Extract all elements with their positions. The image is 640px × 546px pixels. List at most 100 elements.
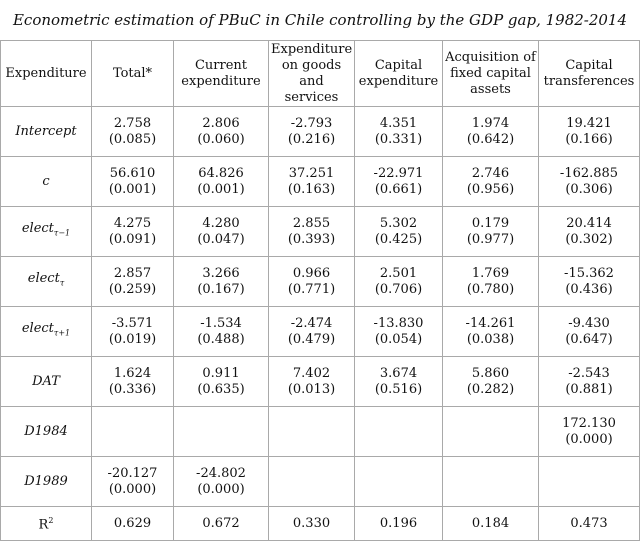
- p-value: (0.166): [565, 131, 613, 147]
- coefficient-value: 4.351: [379, 115, 418, 131]
- table-cell: 19.421 (0.166): [538, 106, 640, 157]
- table-cell: 56.610 (0.001): [91, 156, 174, 207]
- row-label: electτ−1: [0, 206, 92, 257]
- coefficient-value: 5.302: [379, 215, 418, 231]
- table-cell: 2.746 (0.956): [442, 156, 539, 207]
- coefficient-value: -3.571: [111, 315, 154, 331]
- coefficient-value: -22.971: [373, 165, 424, 181]
- p-value: (0.336): [108, 381, 157, 397]
- table-cell: 3.674 (0.516): [354, 356, 443, 407]
- row-label: D1984: [0, 406, 92, 457]
- p-value: (0.425): [374, 231, 423, 247]
- table-row: electτ 2.857 (0.259) 3.266 (0.167) 0.966 (0.77…: [0, 256, 640, 307]
- coefficient-value: 3.674: [379, 365, 418, 381]
- table-cell: [268, 456, 355, 507]
- p-value: (0.635): [197, 381, 245, 397]
- coefficient-value: -13.830: [373, 315, 424, 331]
- table-cell: -9.430 (0.647): [538, 306, 640, 357]
- table-cell: 172.130 (0.000): [538, 406, 640, 457]
- coefficient-value: -1.534: [200, 315, 242, 331]
- table-cell: 37.251 (0.163): [268, 156, 355, 207]
- row-label-text: Intercept: [15, 123, 77, 139]
- table-cell: [442, 456, 539, 507]
- coefficient-value: -15.362: [564, 265, 614, 281]
- coefficient-value: 19.421: [566, 115, 612, 131]
- row-label: electτ+1: [0, 306, 92, 357]
- p-value: (0.516): [374, 381, 423, 397]
- p-value: (0.436): [565, 281, 613, 297]
- r-squared-value: 0.629: [91, 506, 174, 541]
- p-value: (0.060): [197, 131, 245, 147]
- table-cell: -24.802 (0.000): [173, 456, 269, 507]
- coefficient-value: 37.251: [288, 165, 335, 181]
- coefficient-value: -2.474: [290, 315, 333, 331]
- table-row: electτ−1 4.275 (0.091) 4.280 (0.047) 2.855 (0.…: [0, 206, 640, 257]
- table-row: D1984 172.130 (0.000): [0, 406, 640, 457]
- p-value: (0.001): [108, 181, 157, 197]
- coefficient-value: -162.885: [559, 165, 619, 181]
- p-value: (0.216): [287, 131, 336, 147]
- coefficient-value: 2.857: [113, 265, 152, 281]
- coefficient-value: 0.966: [292, 265, 331, 281]
- coefficient-value: 2.746: [471, 165, 510, 181]
- p-value: (0.038): [466, 331, 515, 347]
- table-cell: 4.351 (0.331): [354, 106, 443, 157]
- p-value: (0.259): [108, 281, 157, 297]
- coefficient-value: 0.911: [202, 365, 240, 381]
- p-value: (0.019): [108, 331, 157, 347]
- table-cell: [173, 406, 269, 457]
- table-row: DAT 1.624 (0.336) 0.911 (0.635) 7.402 (0.013) 3…: [0, 356, 640, 407]
- table-cell: -20.127 (0.000): [91, 456, 174, 507]
- r-squared-value: 0.184: [442, 506, 539, 541]
- row-label-text: c: [42, 173, 50, 189]
- p-value: (0.302): [565, 231, 613, 247]
- row-label: D1989: [0, 456, 92, 507]
- p-value: (0.001): [197, 181, 245, 197]
- p-value: (0.780): [466, 281, 515, 297]
- table-cell: 1.974 (0.642): [442, 106, 539, 157]
- row-label-text: D1984: [24, 423, 68, 439]
- p-value: (0.306): [565, 181, 613, 197]
- p-value: (0.393): [287, 231, 336, 247]
- r-squared-value: 0.196: [354, 506, 443, 541]
- p-value: (0.054): [374, 331, 423, 347]
- p-value: (0.642): [466, 131, 515, 147]
- header-row: Expenditure Total* Current expenditure E…: [0, 40, 640, 107]
- p-value: (0.706): [374, 281, 423, 297]
- table-row: electτ+1 -3.571 (0.019) -1.534 (0.488) -2.474…: [0, 306, 640, 357]
- p-value: (0.085): [108, 131, 157, 147]
- row-label-text: R: [38, 517, 49, 533]
- header-capital-transferences: Capital transferences: [538, 40, 640, 107]
- p-value: (0.771): [287, 281, 336, 297]
- table-cell: -1.534 (0.488): [173, 306, 269, 357]
- table-cell: 0.966 (0.771): [268, 256, 355, 307]
- table-cell: 2.758 (0.085): [91, 106, 174, 157]
- p-value: (0.647): [565, 331, 613, 347]
- table-cell: 4.275 (0.091): [91, 206, 174, 257]
- table-cell: 20.414 (0.302): [538, 206, 640, 257]
- row-label-subscript: τ−1: [53, 228, 71, 238]
- p-value: (0.000): [565, 431, 613, 447]
- table-cell: -22.971 (0.661): [354, 156, 443, 207]
- coefficient-value: 7.402: [292, 365, 331, 381]
- table-body: Intercept 2.758 (0.085) 2.806 (0.060) -2.793(…: [0, 106, 640, 541]
- table-cell: 2.501 (0.706): [354, 256, 443, 307]
- p-value: (0.000): [197, 481, 245, 497]
- row-label: c: [0, 156, 92, 207]
- row-label-superscript: 2: [48, 516, 54, 526]
- r-squared-value: 0.473: [538, 506, 640, 541]
- table-cell: -2.793 (0.216): [268, 106, 355, 157]
- r-squared-value: 0.330: [268, 506, 355, 541]
- row-label-text: elect: [27, 271, 60, 287]
- header-capital-expenditure: Capital expenditure: [354, 40, 443, 107]
- coefficient-value: 0.179: [471, 215, 510, 231]
- row-label-text: D1989: [24, 473, 68, 489]
- coefficient-value: 1.769: [471, 265, 510, 281]
- r-squared-value: 0.672: [173, 506, 269, 541]
- table-cell: 0.179 (0.977): [442, 206, 539, 257]
- row-label: R2: [0, 506, 92, 541]
- estimation-table: Expenditure Total* Current expenditure E…: [0, 40, 640, 541]
- table-cell: 2.806 (0.060): [173, 106, 269, 157]
- coefficient-value: 2.806: [202, 115, 240, 131]
- row-label: DAT: [0, 356, 92, 407]
